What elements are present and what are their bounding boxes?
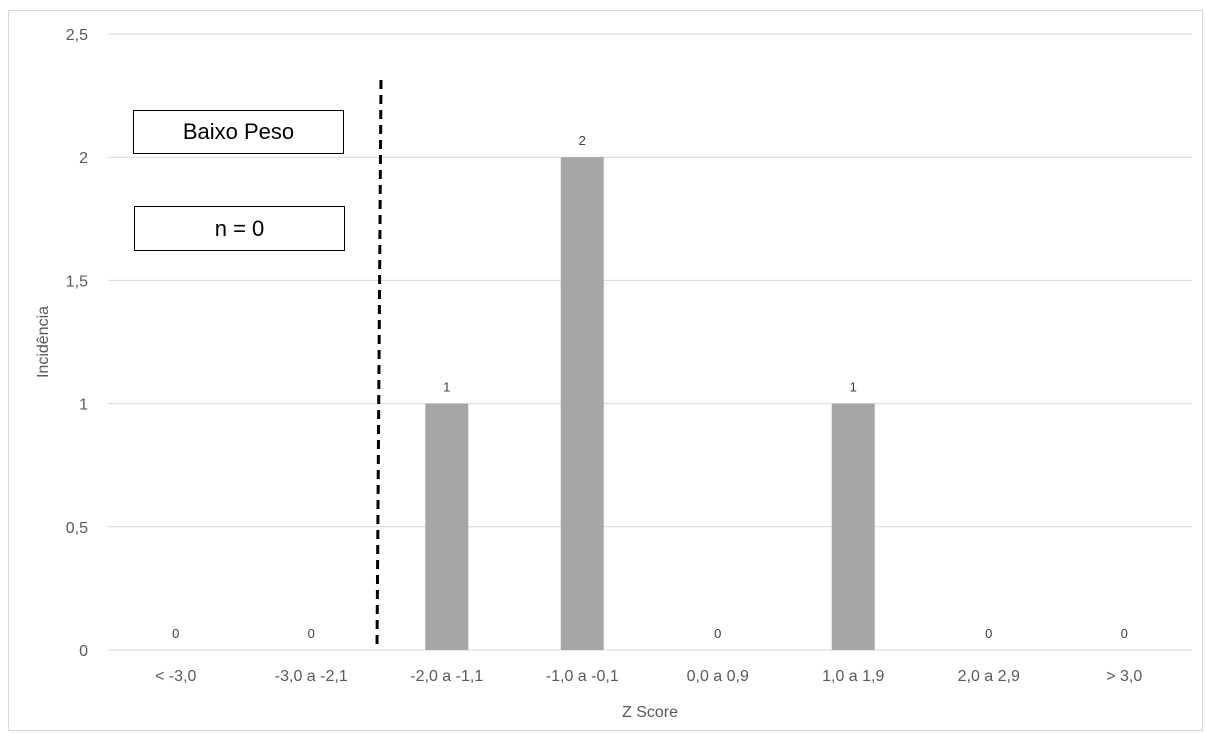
x-tick-label: -2,0 a -1,1	[410, 668, 483, 685]
data-label: 1	[850, 380, 857, 395]
data-label: 0	[714, 626, 721, 641]
data-label: 0	[308, 626, 315, 641]
y-tick-label: 0	[79, 643, 88, 660]
x-tick-label: > 3,0	[1106, 668, 1142, 685]
labels-layer: 0 0,5 1 1,5 2 2,5 0 < -3,0 0 -3,0 a -2,1 1 -2,0 a -…	[66, 27, 1143, 685]
data-label: 0	[1121, 626, 1128, 641]
chart-frame	[8, 10, 1203, 731]
x-tick-label: 1,0 a 1,9	[822, 668, 884, 685]
y-tick-label: 1,5	[66, 273, 88, 290]
divider-dashed-line	[375, 79, 383, 651]
x-tick-label: 0,0 a 0,9	[687, 668, 749, 685]
bar	[425, 403, 469, 650]
bars-layer	[425, 157, 875, 650]
data-label: 2	[579, 133, 586, 148]
y-tick-label: 0,5	[66, 520, 88, 537]
y-tick-label: 2	[79, 150, 88, 167]
bar	[831, 403, 875, 650]
x-tick-label: < -3,0	[155, 668, 196, 685]
data-label: 0	[985, 626, 992, 641]
y-tick-label: 1	[79, 397, 88, 414]
x-tick-label: -1,0 a -0,1	[546, 668, 619, 685]
x-tick-label: 2,0 a 2,9	[958, 668, 1020, 685]
grid-layer	[108, 33, 1192, 651]
y-axis-label: Incidência	[35, 306, 52, 378]
x-axis-label: Z Score	[622, 704, 678, 721]
y-tick-label: 2,5	[66, 27, 88, 44]
x-tick-label: -3,0 a -2,1	[275, 668, 348, 685]
annotation-n-count: n = 0	[134, 206, 345, 251]
data-label: 1	[443, 380, 450, 395]
bar	[560, 157, 604, 650]
data-label: 0	[172, 626, 179, 641]
annotation-baixo-peso: Baixo Peso	[133, 110, 344, 154]
